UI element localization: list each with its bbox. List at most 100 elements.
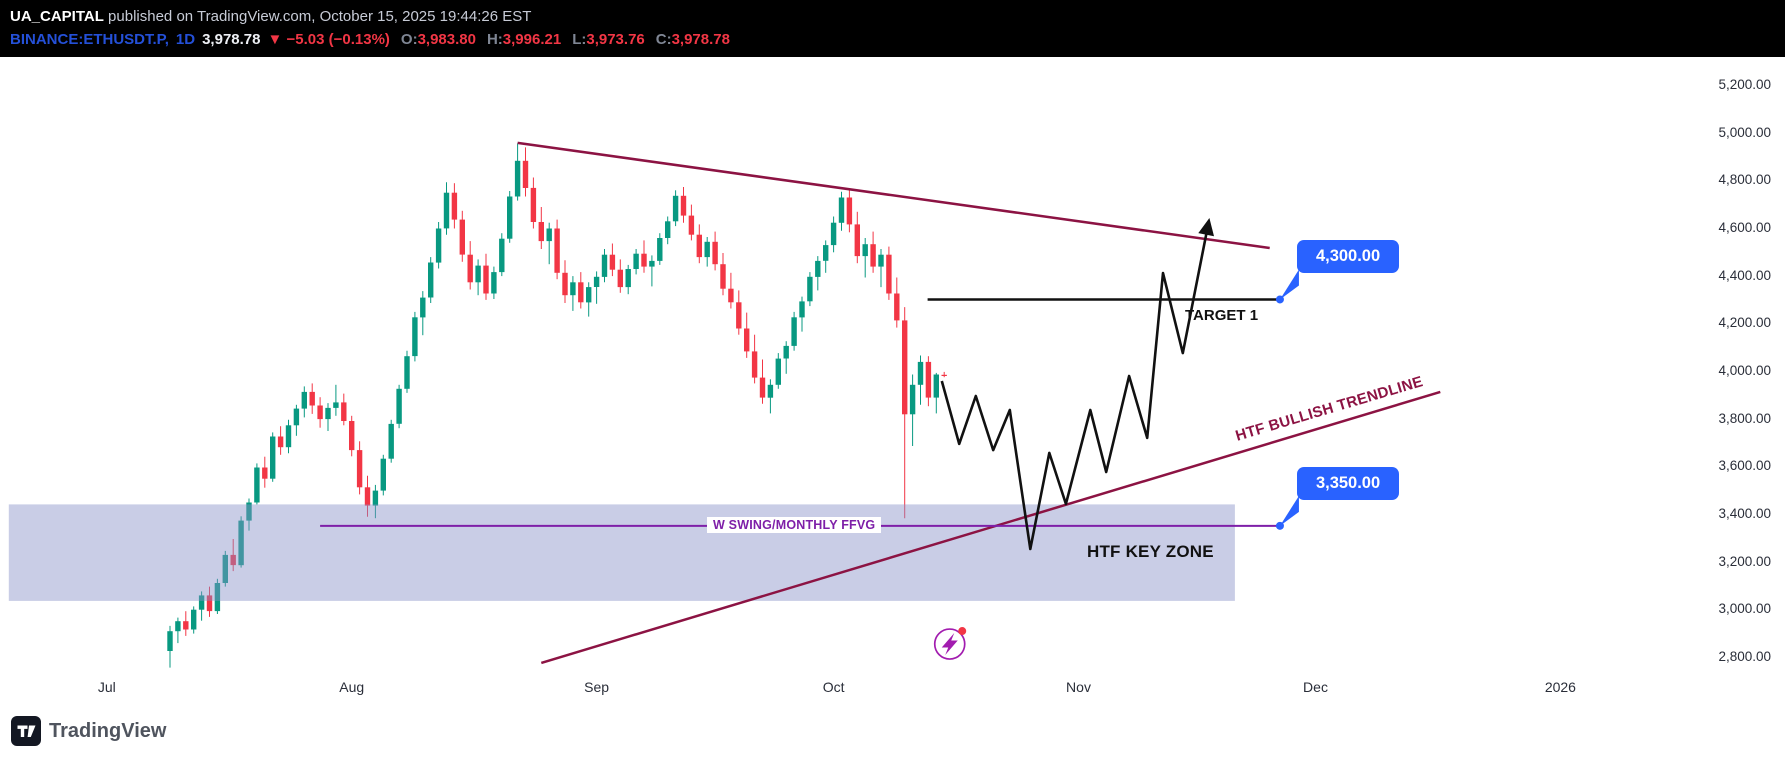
candle-body: [633, 253, 639, 269]
publish-line: UA_CAPITAL published on TradingView.com,…: [10, 8, 531, 25]
candle-body: [538, 222, 544, 242]
projection-arrowhead: [1198, 218, 1214, 237]
candle-body: [467, 254, 473, 283]
candle-body: [238, 520, 244, 566]
candle-body: [546, 228, 552, 242]
candle-body: [349, 421, 355, 451]
candle-body: [744, 328, 750, 352]
candle-body: [665, 221, 671, 238]
candle-body: [530, 187, 537, 222]
candle-body: [428, 262, 434, 298]
candle-body: [649, 260, 655, 267]
last-price: 3,978.78: [202, 31, 261, 48]
open-value: 3,983.80: [417, 31, 476, 48]
candle-body: [388, 423, 394, 459]
candle-body: [578, 282, 584, 303]
candle-body: [704, 241, 710, 258]
candle-body: [475, 265, 481, 283]
low-label: L:: [572, 31, 587, 48]
candle-body: [451, 192, 458, 220]
candle-body: [617, 269, 623, 288]
candle-body: [183, 621, 189, 630]
candle-body: [846, 197, 853, 225]
candle-body: [420, 297, 426, 318]
candle-body: [246, 502, 252, 521]
candle-body: [767, 384, 774, 398]
candle-body: [230, 554, 236, 566]
candle-body: [214, 583, 221, 612]
callout-anchor-dot: [1275, 521, 1284, 530]
candle-body: [680, 195, 687, 216]
header-bar: UA_CAPITAL published on TradingView.com,…: [0, 0, 1785, 57]
candle-body: [570, 282, 576, 296]
tradingview-wordmark[interactable]: TradingView: [49, 720, 167, 742]
candle-body: [830, 222, 837, 246]
ohlc-low: L:3,973.76: [572, 31, 645, 48]
candle-body: [522, 160, 529, 188]
candle-body: [823, 245, 829, 261]
candle-body: [562, 272, 568, 296]
ffvg-label: W SWING/MONTHLY FFVG: [707, 517, 882, 533]
ohlc-close: C:3,978.78: [656, 31, 730, 48]
candle-body: [886, 254, 892, 294]
candle-body: [625, 269, 631, 288]
candle-body: [198, 595, 205, 610]
candle-body: [309, 391, 315, 406]
candle-body: [483, 265, 489, 294]
price-change: ▼ −5.03 (−0.13%): [267, 31, 390, 48]
candle-body: [356, 450, 363, 488]
candle-body: [396, 388, 402, 424]
candle-body: [191, 609, 197, 630]
high-value: 3,996.21: [502, 31, 562, 48]
candle-body: [775, 358, 781, 385]
high-label: H:: [486, 31, 503, 48]
candle-body: [783, 345, 789, 359]
candle-body: [301, 391, 307, 409]
candle-body: [317, 405, 323, 420]
candle-body: [736, 302, 742, 329]
candle-body: [435, 228, 442, 263]
candle-body: [175, 621, 181, 632]
candle-body: [507, 196, 513, 239]
lightning-icon: [941, 633, 958, 656]
candle-body: [586, 287, 592, 303]
footer-bar: TradingView: [0, 706, 1785, 764]
close-value: 3,978.78: [671, 31, 730, 48]
candle-body: [341, 402, 347, 421]
author-name: UA_CAPITAL: [10, 8, 104, 25]
tradingview-logo-icon[interactable]: [11, 716, 41, 751]
open-label: O:: [400, 31, 418, 48]
close-label: C:: [655, 31, 672, 48]
candle-body: [728, 288, 734, 303]
ohlc-open: O:3,983.80: [401, 31, 476, 48]
price-callout-target: 4,300.00: [1296, 240, 1400, 274]
candle-body: [609, 254, 616, 270]
notification-dot: [958, 627, 967, 636]
candle-body: [791, 317, 797, 346]
candle-body: [222, 554, 228, 583]
candle-body: [293, 408, 300, 426]
candle-body: [270, 436, 276, 479]
callout-tail: [1279, 269, 1299, 300]
candle-body: [593, 276, 600, 287]
candle-body: [815, 260, 821, 277]
candle-body: [862, 244, 868, 257]
candle-body: [499, 238, 505, 273]
candle-body: [333, 402, 339, 408]
low-value: 3,973.76: [586, 31, 645, 48]
candle-body: [262, 467, 268, 479]
publish-info: published on TradingView.com, October 15…: [103, 8, 532, 25]
candle-body: [878, 254, 884, 267]
symbol-name: BINANCE:ETHUSDT.P,: [10, 31, 169, 48]
candle-body: [254, 467, 260, 503]
candle-body: [696, 234, 702, 258]
candle-body: [364, 487, 371, 506]
candle-body: [712, 241, 718, 265]
candle-body: [807, 276, 813, 302]
candle-body: [443, 192, 450, 229]
candle-body: [491, 272, 497, 294]
ohlc-high: H:3,996.21: [487, 31, 561, 48]
candle-body: [459, 219, 465, 255]
